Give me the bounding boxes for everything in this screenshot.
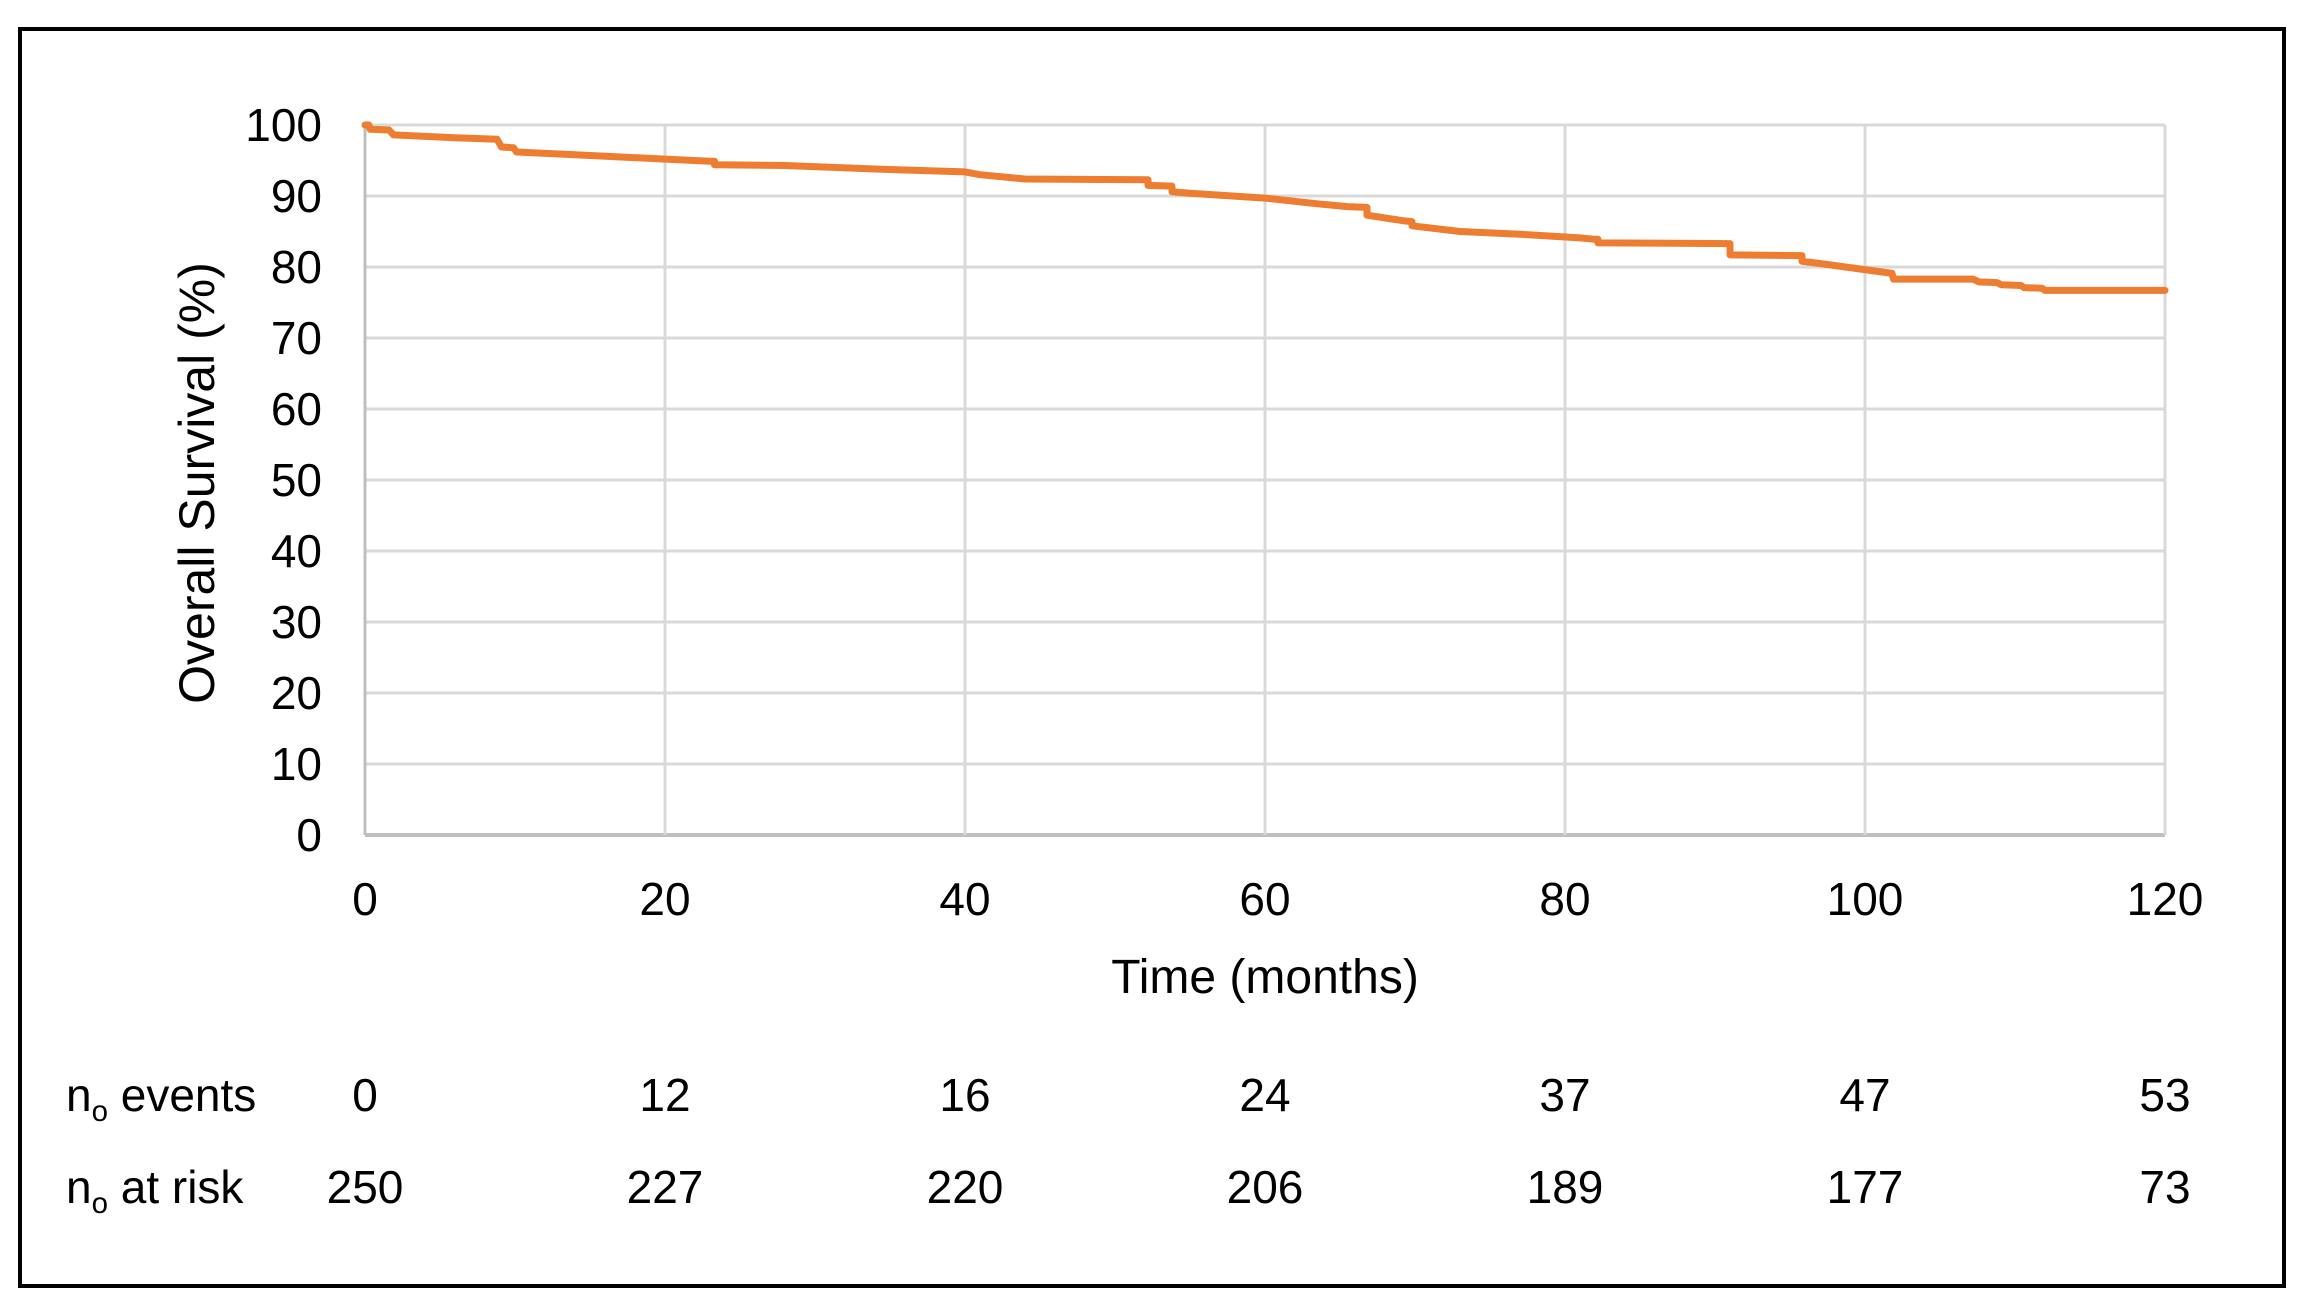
x-tick-label-40: 40 bbox=[939, 873, 991, 925]
events-label-sub-o: o bbox=[91, 1095, 108, 1129]
events-value-80: 37 bbox=[1539, 1069, 1591, 1121]
at-risk-value-20: 227 bbox=[626, 1161, 704, 1213]
y-tick-label-90: 90 bbox=[270, 170, 322, 222]
y-tick-label-50: 50 bbox=[270, 454, 322, 506]
events-value-100: 47 bbox=[1839, 1069, 1891, 1121]
y-tick-label-80: 80 bbox=[270, 241, 322, 293]
y-tick-label-30: 30 bbox=[270, 596, 322, 648]
events-value-40: 16 bbox=[939, 1069, 991, 1121]
y-tick-label-20: 20 bbox=[270, 667, 322, 719]
figure-border bbox=[18, 27, 2286, 1288]
x-tick-label-120: 120 bbox=[2126, 873, 2204, 925]
survival-curve bbox=[361, 121, 2169, 294]
x-tick-label-0: 0 bbox=[352, 873, 378, 925]
events-label-text: events bbox=[107, 1069, 257, 1121]
at-risk-label-text: at risk bbox=[107, 1161, 244, 1213]
at-risk-value-0: 250 bbox=[326, 1161, 404, 1213]
events-value-60: 24 bbox=[1239, 1069, 1291, 1121]
at-risk-value-120: 73 bbox=[2139, 1161, 2191, 1213]
y-tick-label-0: 0 bbox=[296, 809, 322, 861]
y-tick-label-60: 60 bbox=[270, 383, 322, 435]
y-axis-title: Overall Survival (%) bbox=[169, 262, 225, 704]
x-tick-label-100: 100 bbox=[1826, 873, 1904, 925]
at-risk-value-60: 206 bbox=[1226, 1161, 1304, 1213]
x-tick-label-60: 60 bbox=[1239, 873, 1291, 925]
at-risk-value-40: 220 bbox=[926, 1161, 1004, 1213]
x-axis-title: Time (months) bbox=[1111, 951, 1419, 1004]
x-tick-label-20: 20 bbox=[639, 873, 691, 925]
at-risk-value-100: 177 bbox=[1826, 1161, 1904, 1213]
x-tick-label-80: 80 bbox=[1539, 873, 1591, 925]
y-tick-label-70: 70 bbox=[270, 312, 322, 364]
at-risk-label-n: n bbox=[66, 1161, 92, 1213]
events-label-n: n bbox=[66, 1069, 92, 1121]
events-value-0: 0 bbox=[352, 1069, 378, 1121]
events-value-20: 12 bbox=[639, 1069, 691, 1121]
at-risk-label-sub-o: o bbox=[91, 1187, 108, 1221]
at-risk-row-label: no at risk bbox=[66, 1158, 244, 1218]
events-value-120: 53 bbox=[2139, 1069, 2191, 1121]
y-tick-label-40: 40 bbox=[270, 525, 322, 577]
y-tick-label-100: 100 bbox=[245, 99, 322, 151]
y-tick-label-10: 10 bbox=[270, 738, 322, 790]
events-row-label: no events bbox=[66, 1066, 257, 1126]
at-risk-value-80: 189 bbox=[1526, 1161, 1604, 1213]
